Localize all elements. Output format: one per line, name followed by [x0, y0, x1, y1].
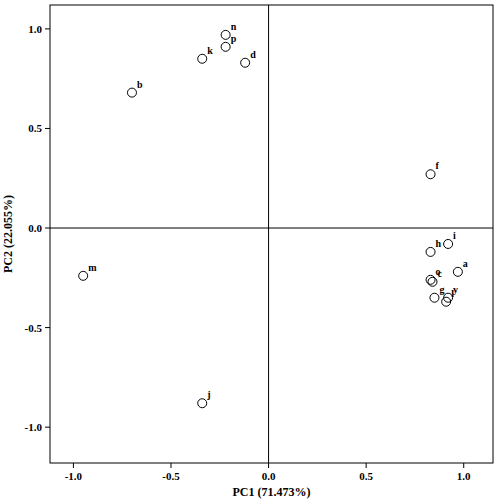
x-tick-label: -0.5	[162, 470, 180, 482]
chart: -1.0 -0.5 0.0 0.5 1.0 -1.0 -0.5 0.0 0.5 1.0 PC1 (7…	[0, 0, 495, 500]
point	[428, 277, 437, 286]
y-tick	[45, 427, 50, 428]
point-label: p	[231, 33, 237, 44]
x-tick-label: 0.5	[359, 470, 373, 482]
point-label: h	[436, 238, 442, 249]
point	[430, 293, 439, 302]
point-label: g	[439, 284, 444, 295]
plot-frame	[50, 5, 493, 463]
x-tick	[463, 463, 464, 468]
point	[444, 239, 453, 248]
point-label: l	[451, 288, 454, 299]
point	[442, 297, 451, 306]
x-tick-label: 1.0	[457, 470, 471, 482]
x-tick-label: -1.0	[65, 470, 83, 482]
zero-line-x	[268, 5, 269, 463]
point	[221, 30, 230, 39]
point-label: f	[436, 160, 440, 171]
point-label: a	[463, 258, 468, 269]
point-label: c	[438, 268, 443, 279]
y-tick	[45, 228, 50, 229]
x-tick	[366, 463, 367, 468]
y-tick	[45, 327, 50, 328]
point-label: i	[453, 230, 456, 241]
point	[198, 54, 207, 63]
x-axis-label: PC1 (71.473%)	[233, 485, 311, 499]
point	[241, 58, 250, 67]
point	[453, 267, 462, 276]
y-tick	[45, 128, 50, 129]
zero-line-y	[50, 228, 493, 229]
x-tick	[268, 463, 269, 468]
y-tick-label: -1.0	[25, 421, 43, 433]
x-tick	[170, 463, 171, 468]
point	[79, 271, 88, 280]
y-tick-label: 0.0	[28, 222, 42, 234]
point	[426, 247, 435, 256]
point	[426, 275, 435, 284]
x-tick-label: 0.0	[262, 470, 276, 482]
points	[79, 30, 463, 407]
point	[127, 88, 136, 97]
point	[221, 42, 230, 51]
point	[198, 399, 207, 408]
y-tick-label: 1.0	[28, 23, 42, 35]
point-label: m	[88, 262, 97, 273]
y-axis-label: PC2 (22.055%)	[1, 195, 15, 273]
point-label: n	[231, 21, 237, 32]
y-tick-label: -0.5	[25, 322, 43, 334]
point-label: d	[250, 49, 256, 60]
y-tick	[45, 28, 50, 29]
point-label: j	[206, 389, 210, 400]
point	[426, 170, 435, 179]
point-label: k	[207, 45, 213, 56]
y-tick-label: 0.5	[28, 122, 42, 134]
x-tick	[73, 463, 74, 468]
point-label: b	[137, 79, 143, 90]
